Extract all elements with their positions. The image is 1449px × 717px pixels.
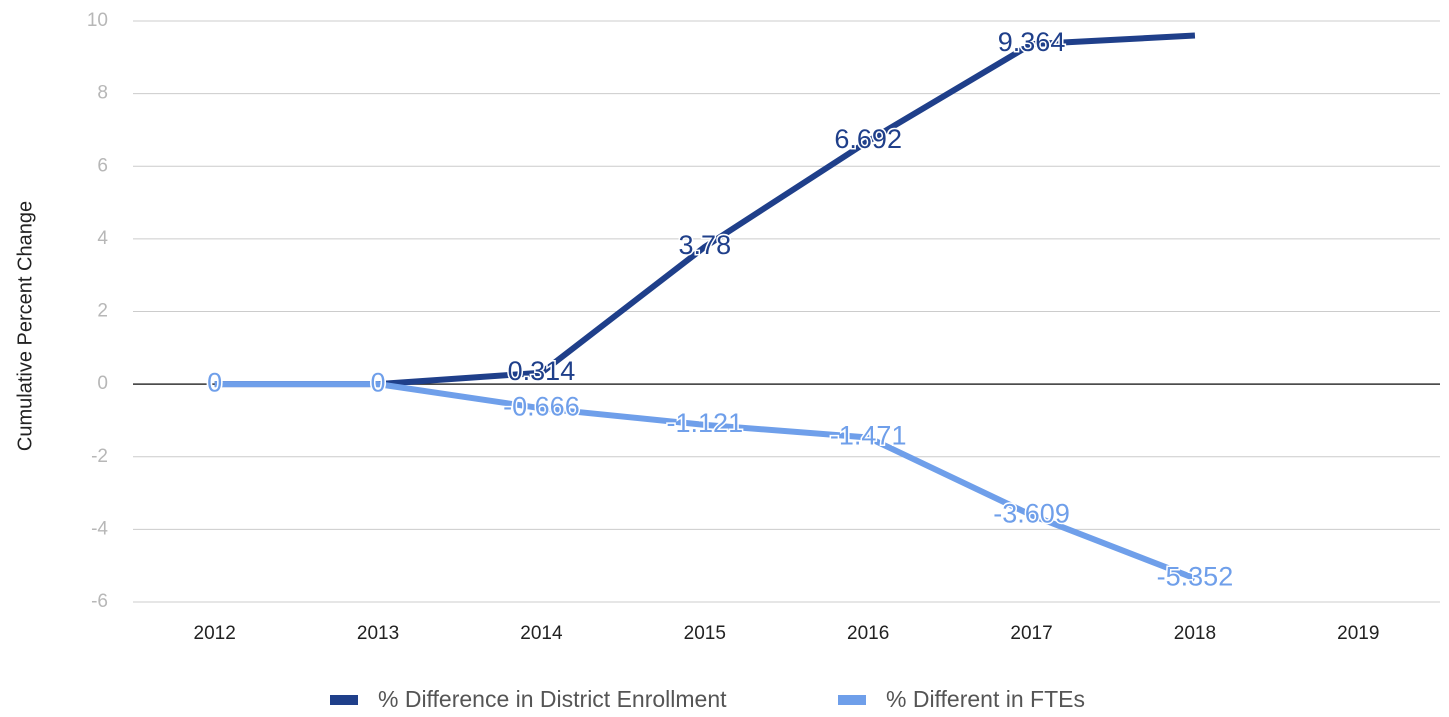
data-label: 9.364: [998, 27, 1066, 57]
x-tick-label: 2015: [684, 623, 726, 644]
data-label: 0: [371, 367, 386, 397]
y-tick-label: 6: [97, 155, 108, 176]
y-tick-label: 8: [97, 83, 108, 104]
y-tick-label: 2: [97, 301, 108, 322]
x-tick-label: 2012: [194, 623, 236, 644]
legend-swatch: [330, 695, 358, 705]
data-label: -5.352: [1157, 562, 1234, 592]
x-tick-label: 2017: [1010, 623, 1052, 644]
x-tick-label: 2018: [1174, 623, 1216, 644]
data-label: -0.666: [503, 391, 580, 421]
y-tick-label: 10: [87, 10, 108, 31]
x-tick-label: 2016: [847, 623, 889, 644]
data-label: -3.609: [993, 498, 1070, 528]
data-label: 3.78: [679, 230, 732, 260]
data-label: -1.121: [667, 408, 744, 438]
data-label: 0: [207, 367, 222, 397]
x-tick-label: 2013: [357, 623, 399, 644]
series-line: [214, 32, 1196, 388]
legend-swatch: [838, 695, 866, 705]
data-label: 6.692: [834, 124, 902, 154]
data-label: 0: [371, 367, 386, 397]
y-tick-label: 4: [97, 228, 108, 249]
x-tick-label: 2014: [520, 623, 563, 644]
data-label: -1.471: [830, 421, 907, 451]
data-label: 0: [207, 367, 222, 397]
legend-label: % Difference in District Enrollment: [378, 686, 727, 712]
y-axis-title: Cumulative Percent Change: [14, 201, 36, 451]
legend-label: % Different in FTEs: [886, 686, 1085, 712]
y-tick-label: -6: [91, 591, 108, 612]
y-tick-label: 0: [97, 373, 108, 394]
y-tick-label: -4: [91, 518, 108, 539]
x-tick-label: 2019: [1337, 623, 1379, 644]
series-line: [214, 381, 1197, 582]
data-label: 0.314: [508, 356, 576, 386]
y-tick-label: -2: [91, 446, 108, 467]
